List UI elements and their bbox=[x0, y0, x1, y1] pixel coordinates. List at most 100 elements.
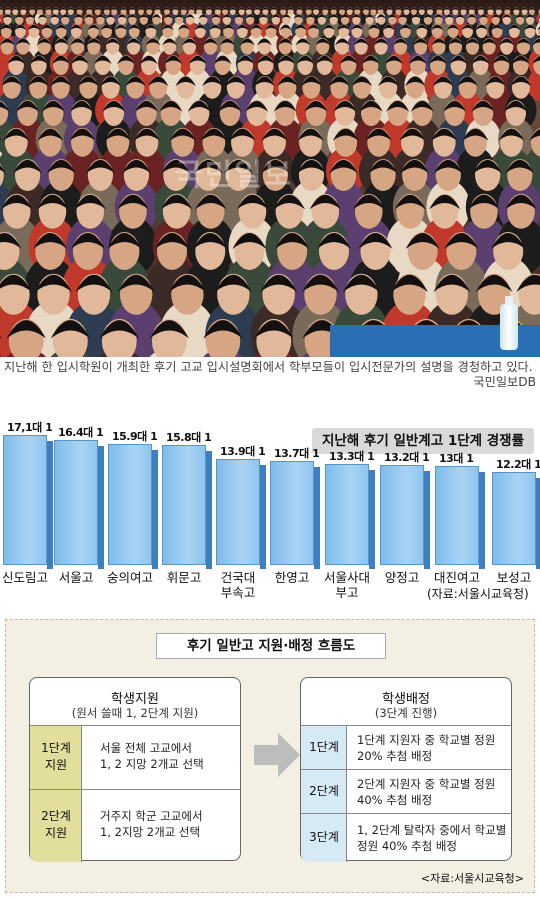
audience-hair bbox=[70, 38, 86, 46]
audience-hair bbox=[339, 55, 358, 65]
audience-hair bbox=[105, 128, 131, 141]
audience-hair bbox=[15, 100, 40, 112]
audience-hair bbox=[195, 194, 227, 210]
audience-hair bbox=[433, 14, 444, 19]
bar bbox=[216, 459, 260, 565]
audience-hair bbox=[329, 76, 350, 87]
audience-photo: 국민일보 bbox=[0, 0, 540, 357]
audience-hair bbox=[444, 14, 455, 19]
audience-hair bbox=[322, 24, 336, 31]
audience-hair bbox=[126, 38, 142, 46]
bar-value-label: 15.9대 1 bbox=[112, 430, 158, 444]
audience-hair bbox=[53, 38, 69, 46]
audience-hair bbox=[449, 55, 468, 65]
audience-hair bbox=[365, 128, 392, 141]
audience-hair bbox=[329, 159, 358, 174]
audience-hair bbox=[59, 7, 67, 11]
application-row-1: 1단계 지원 서울 전체 고교에서 1, 2 지망 2개교 선택 bbox=[30, 725, 240, 790]
audience-hair bbox=[0, 335, 2, 339]
audience-hair bbox=[149, 320, 190, 339]
photo-credit: 국민일보DB bbox=[473, 375, 536, 389]
audience-hair bbox=[261, 159, 290, 174]
audience-hair bbox=[99, 320, 140, 339]
audience-hair bbox=[305, 7, 313, 11]
audience-hair bbox=[411, 14, 421, 19]
audience-hair bbox=[281, 14, 292, 19]
audience-hair bbox=[447, 38, 463, 46]
audience-hair bbox=[222, 14, 232, 19]
audience-hair bbox=[107, 233, 142, 249]
audience-hair bbox=[214, 7, 222, 11]
audience-hair bbox=[264, 24, 278, 31]
assignment-row-1: 1단계 1단계 지원자 중 학교별 정원 20% 추첨 배정 bbox=[301, 725, 511, 770]
audience-hair bbox=[175, 76, 196, 87]
audience-hair bbox=[333, 100, 357, 112]
audience-hair bbox=[461, 24, 474, 31]
audience-hair bbox=[502, 14, 512, 19]
audience-hair bbox=[342, 274, 380, 293]
audience-hair bbox=[45, 7, 52, 11]
audience-hair bbox=[203, 320, 243, 339]
audience-hair bbox=[386, 7, 393, 11]
audience-hair bbox=[361, 55, 380, 65]
photo-watermark: 국민일보 bbox=[175, 158, 294, 193]
audience-hair bbox=[304, 100, 328, 112]
audience-body bbox=[536, 12, 540, 25]
audience-hair bbox=[37, 128, 64, 141]
audience-hair bbox=[50, 320, 91, 339]
audience-hair bbox=[368, 159, 398, 174]
audience-hair bbox=[490, 14, 501, 19]
assignment-stage-2: 2단계 bbox=[309, 784, 339, 798]
bar-value-label: 13.3대 1 bbox=[329, 449, 375, 463]
audience-hair bbox=[495, 7, 503, 11]
audience-hair bbox=[400, 159, 429, 174]
audience-hair bbox=[188, 7, 195, 11]
audience-hair bbox=[297, 128, 324, 141]
audience-hair bbox=[84, 14, 94, 19]
audience-hair bbox=[203, 38, 218, 46]
audience-hair bbox=[373, 38, 389, 46]
audience-hair bbox=[144, 24, 157, 31]
audience-hair bbox=[351, 76, 373, 87]
caption-text: 지난해 한 입시학원이 개최한 후기 고교 입시설명회에서 학부모들이 입시전문… bbox=[4, 360, 533, 374]
audience-hair bbox=[28, 76, 49, 87]
audience-hair bbox=[134, 100, 159, 112]
audience-hair bbox=[394, 194, 426, 210]
bar-category-label: 서울고 bbox=[58, 570, 94, 585]
bar-category-label: 한영고 bbox=[274, 570, 310, 585]
audience-hair bbox=[309, 194, 341, 210]
audience-hair bbox=[467, 14, 477, 19]
audience-hair bbox=[296, 55, 315, 65]
audience-hair bbox=[409, 55, 427, 65]
audience-hair bbox=[174, 14, 184, 19]
audience-hair bbox=[364, 14, 375, 19]
audience-hair bbox=[147, 76, 169, 87]
audience-hair bbox=[218, 100, 242, 112]
audience-hair bbox=[33, 233, 68, 249]
audience-hair bbox=[67, 7, 75, 11]
audience-hair bbox=[87, 24, 100, 31]
audience-hair bbox=[194, 24, 207, 31]
audience-hair bbox=[114, 24, 128, 31]
application-subheading: (원서 쓸때 1, 2단계 지원) bbox=[71, 706, 199, 720]
audience-hair bbox=[122, 159, 151, 174]
audience-hair bbox=[6, 320, 46, 339]
arrow-right-icon bbox=[254, 733, 300, 777]
audience-hair bbox=[70, 100, 94, 112]
audience-hair bbox=[393, 38, 409, 46]
audience-hair bbox=[491, 24, 504, 31]
audience-hair bbox=[270, 7, 278, 11]
audience-hair bbox=[52, 7, 60, 11]
assign-cell-3 bbox=[301, 814, 347, 862]
audience-hair bbox=[516, 275, 540, 293]
audience-hair bbox=[95, 14, 106, 19]
audience-hair bbox=[328, 14, 339, 19]
audience-hair bbox=[353, 38, 369, 46]
audience-hair bbox=[508, 24, 521, 31]
audience-hair bbox=[163, 14, 174, 19]
audience-hair bbox=[403, 7, 410, 11]
audience-hair bbox=[262, 7, 269, 11]
audience-hair bbox=[307, 24, 320, 31]
audience-hair bbox=[236, 24, 249, 31]
audience-hair bbox=[117, 14, 127, 19]
